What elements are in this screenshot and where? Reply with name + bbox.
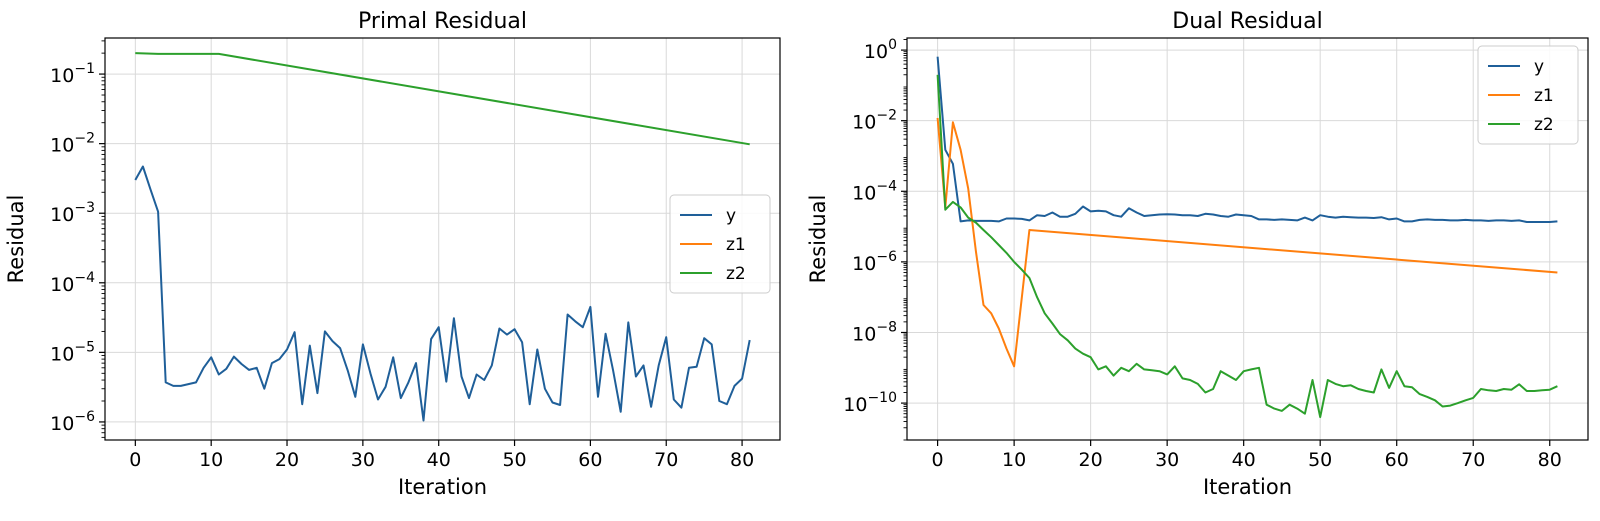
y-axis-label: Residual (4, 195, 28, 284)
y-tick-exponent: −10 (867, 390, 897, 406)
x-tick-label: 70 (1461, 449, 1485, 471)
series-line-z2 (936, 74, 1558, 419)
legend: y z1 z2 (1477, 45, 1579, 145)
y-tick-label: 100 (864, 37, 897, 63)
chart-title: Primal Residual (358, 9, 527, 34)
primal-residual-chart: 0 10 20 30 40 50 60 70 8010−610−510−410−310−210−… (4, 9, 781, 499)
series-lines (134, 52, 751, 422)
y-tick-label: 10−4 (852, 178, 897, 204)
y-tick-exponent: −2 (876, 108, 897, 124)
legend-label-y: y (1534, 57, 1544, 77)
y-tick-exponent: −5 (74, 339, 95, 355)
y-tick-base: 10 (50, 343, 74, 365)
x-tick-label: 30 (1155, 449, 1179, 471)
legend-label-z1: z1 (1534, 86, 1554, 106)
dual-residual-chart: 0 10 20 30 40 50 60 70 8010−1010−810−610−410−210… (806, 9, 1589, 499)
x-tick-label: 30 (351, 449, 375, 471)
y-tick-exponent: −4 (876, 178, 897, 194)
y-tick-exponent: −6 (876, 249, 897, 265)
y-tick-label: 10−3 (50, 200, 95, 226)
legend-label-z2: z2 (726, 264, 746, 284)
y-tick-base: 10 (50, 413, 74, 435)
y-ticks: 10−610−510−410−310−210−1 (50, 40, 105, 438)
legend-label-z1: z1 (726, 235, 746, 255)
x-axis-label: Iteration (398, 475, 487, 499)
y-tick-exponent: −4 (74, 270, 95, 286)
x-tick-label: 50 (502, 449, 526, 471)
y-axis-label: Residual (806, 195, 830, 284)
series-line-y (936, 56, 1558, 223)
x-tick-label: 10 (1002, 449, 1026, 471)
axes-frame (104, 37, 781, 441)
axes-frame (906, 37, 1589, 441)
y-tick-label: 10−6 (852, 249, 897, 275)
chart-title: Dual Residual (1172, 9, 1322, 34)
y-tick-base: 10 (852, 182, 876, 204)
x-tick-label: 80 (1538, 449, 1562, 471)
y-tick-label: 10−6 (50, 409, 95, 435)
x-tick-label: 60 (578, 449, 602, 471)
legend-box (669, 194, 771, 294)
legend-box (1477, 45, 1579, 145)
y-tick-exponent: −1 (74, 61, 95, 77)
y-tick-base: 10 (50, 204, 74, 226)
y-tick-base: 10 (864, 41, 888, 63)
y-tick-exponent: −3 (74, 200, 95, 216)
y-tick-label: 10−5 (50, 339, 95, 365)
y-tick-label: 10−2 (852, 108, 897, 134)
legend: y z1 z2 (669, 194, 771, 294)
y-tick-label: 10−8 (852, 319, 897, 345)
series-line-z1 (936, 117, 1558, 368)
series-line-z2 (135, 52, 750, 146)
x-tick-label: 40 (427, 449, 451, 471)
series-line-y (134, 165, 751, 422)
x-tick-label: 10 (199, 449, 223, 471)
y-tick-base: 10 (50, 65, 74, 87)
y-tick-base: 10 (50, 135, 74, 157)
legend-label-y: y (726, 206, 736, 226)
y-tick-exponent: 0 (888, 37, 897, 53)
x-tick-label: 20 (275, 449, 299, 471)
grid (907, 38, 1588, 440)
y-tick-label: 10−1 (50, 61, 95, 87)
x-tick-label: 0 (129, 449, 141, 471)
y-tick-label: 10−10 (843, 390, 897, 416)
x-tick-label: 0 (932, 449, 944, 471)
x-tick-label: 80 (730, 449, 754, 471)
x-ticks: 0 10 20 30 40 50 60 70 80 (932, 440, 1562, 471)
x-ticks: 0 10 20 30 40 50 60 70 80 (129, 440, 754, 471)
x-tick-label: 40 (1232, 449, 1256, 471)
legend-label-z2: z2 (1534, 115, 1554, 135)
x-tick-label: 20 (1079, 449, 1103, 471)
y-tick-base: 10 (50, 274, 74, 296)
y-tick-label: 10−4 (50, 270, 95, 296)
series-lines (936, 56, 1558, 419)
y-tick-exponent: −6 (74, 409, 95, 425)
x-tick-label: 60 (1385, 449, 1409, 471)
y-tick-exponent: −2 (74, 131, 95, 147)
y-tick-base: 10 (852, 253, 876, 275)
y-tick-base: 10 (852, 112, 876, 134)
x-tick-label: 70 (654, 449, 678, 471)
x-tick-label: 50 (1308, 449, 1332, 471)
x-axis-label: Iteration (1203, 475, 1292, 499)
y-tick-base: 10 (843, 394, 867, 416)
y-tick-label: 10−2 (50, 131, 95, 157)
y-tick-base: 10 (852, 323, 876, 345)
y-tick-exponent: −8 (876, 319, 897, 335)
